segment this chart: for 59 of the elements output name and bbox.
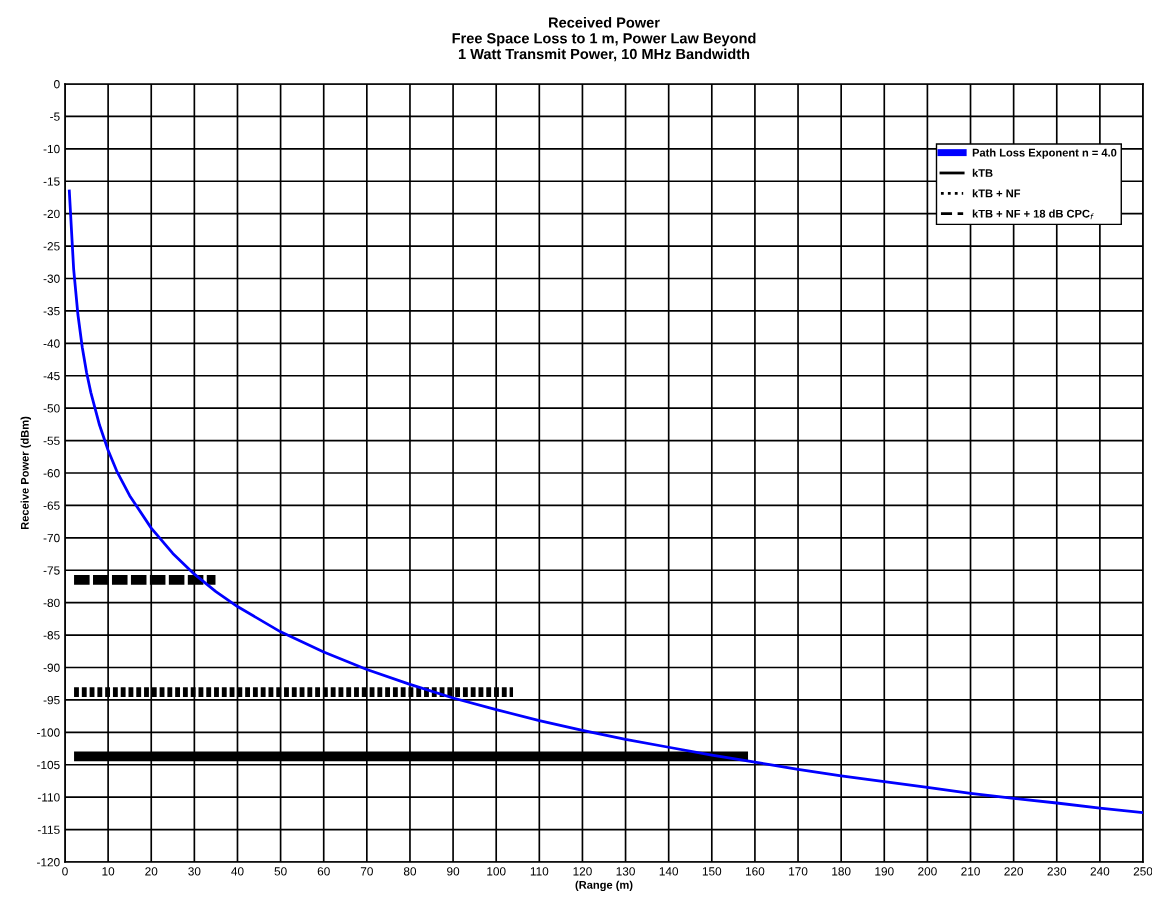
x-tick-label: 20 <box>145 867 158 876</box>
x-tick-label: 140 <box>659 867 679 876</box>
x-tick-label: 100 <box>487 867 506 876</box>
x-tick-label: 60 <box>317 867 330 876</box>
y-tick-label: -30 <box>43 274 60 283</box>
y-tick-label: -85 <box>43 631 60 640</box>
x-tick-label: 240 <box>1090 867 1110 876</box>
x-tick-label: 150 <box>702 867 722 876</box>
x-tick-label: 50 <box>274 867 287 876</box>
x-tick-label: 200 <box>918 867 937 876</box>
x-tick-label: 70 <box>360 867 373 876</box>
y-tick-label: -15 <box>43 177 60 186</box>
y-tick-label: -95 <box>43 695 60 705</box>
legend-label: Path Loss Exponent n = 4.0 <box>972 148 1117 159</box>
y-tick-label: -65 <box>43 501 60 510</box>
x-tick-label: 90 <box>447 867 460 876</box>
y-tick-label: -35 <box>43 306 60 316</box>
x-axis-title: (Range (m) <box>575 880 633 892</box>
y-tick-label: -120 <box>37 858 60 867</box>
x-tick-label: 40 <box>231 867 244 876</box>
x-tick-label: 0 <box>62 867 68 876</box>
x-tick-label: 110 <box>530 867 549 876</box>
y-tick-label: -115 <box>37 825 60 834</box>
x-tick-label: 220 <box>1004 867 1024 876</box>
y-tick-label: -25 <box>43 242 60 251</box>
y-axis-title: Receive Power (dBm) <box>20 416 31 530</box>
x-tick-label: 210 <box>961 867 980 876</box>
x-tick-label: 170 <box>789 867 808 876</box>
y-tick-label: -40 <box>43 339 60 348</box>
y-tick-label: -20 <box>43 209 60 219</box>
x-tick-label: 80 <box>403 867 417 876</box>
x-tick-label: 250 <box>1133 867 1152 876</box>
x-tick-label: 160 <box>745 867 765 876</box>
legend-label: kTB + NF + 18 dB CPC$_{f}$ <box>972 209 1094 220</box>
x-tick-label: 230 <box>1047 867 1067 876</box>
y-tick-label: -70 <box>43 533 60 543</box>
x-tick-label: 120 <box>573 867 592 876</box>
x-tick-label: 180 <box>832 867 851 876</box>
y-tick-label: -90 <box>43 663 60 672</box>
x-tick-label: 190 <box>875 867 894 876</box>
y-tick-label: 0 <box>54 80 60 89</box>
y-tick-label: -75 <box>43 566 60 575</box>
y-tick-label: -105 <box>37 760 60 770</box>
y-tick-label: -60 <box>43 469 60 478</box>
y-tick-label: -45 <box>43 371 60 381</box>
x-tick-label: 130 <box>616 867 635 876</box>
y-tick-label: -10 <box>43 144 60 154</box>
y-tick-label: -80 <box>43 598 60 608</box>
y-tick-label: -5 <box>50 112 60 121</box>
y-tick-label: -100 <box>37 728 60 737</box>
x-tick-label: 10 <box>102 867 115 876</box>
legend-label: kTB <box>972 168 993 177</box>
x-tick-label: 30 <box>188 867 201 876</box>
y-tick-label: -110 <box>37 793 60 802</box>
chart-title: Received Power Free Space Loss to 1 m, Power Law Beyond 1 Watt Transmit Power, 10 MHz Bandwidth <box>452 17 756 62</box>
legend-label: kTB + NF <box>972 189 1021 198</box>
y-tick-label: -50 <box>43 404 60 413</box>
line-series <box>67 189 1143 815</box>
y-tick-label: -55 <box>43 436 60 445</box>
